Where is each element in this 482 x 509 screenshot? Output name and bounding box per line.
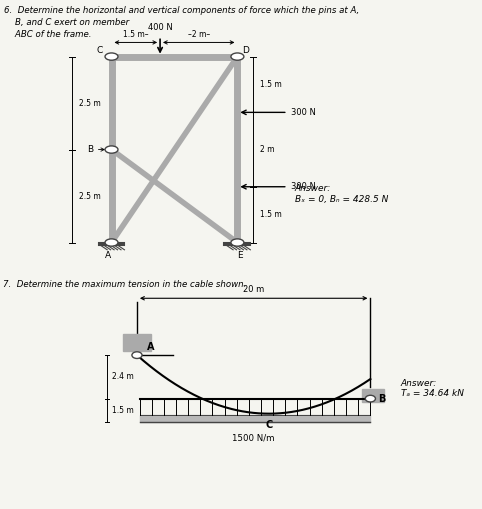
Text: 400 N: 400 N <box>147 23 173 33</box>
Circle shape <box>365 395 375 402</box>
Text: A: A <box>147 342 155 352</box>
Text: 20 m: 20 m <box>243 285 264 294</box>
Text: B, and C exert on member: B, and C exert on member <box>3 18 129 27</box>
Text: 2.4 m: 2.4 m <box>112 373 134 381</box>
Text: 1.5 m: 1.5 m <box>260 210 282 219</box>
Circle shape <box>105 239 118 246</box>
Text: 1.5 m–: 1.5 m– <box>123 30 148 39</box>
Text: A: A <box>105 251 111 261</box>
Text: 300 N: 300 N <box>291 108 316 117</box>
Circle shape <box>105 53 118 60</box>
Circle shape <box>231 53 244 60</box>
Text: 6.  Determine the horizontal and vertical components of force which the pins at : 6. Determine the horizontal and vertical… <box>3 6 359 15</box>
Text: 1.5 m: 1.5 m <box>260 80 282 89</box>
Text: 2.5 m: 2.5 m <box>79 99 101 107</box>
Text: D: D <box>241 46 249 54</box>
Bar <box>123 334 151 351</box>
Circle shape <box>105 146 118 153</box>
Text: 1.5 m: 1.5 m <box>112 406 134 415</box>
Bar <box>362 389 384 402</box>
Text: 2.5 m: 2.5 m <box>79 191 101 201</box>
Bar <box>139 415 370 422</box>
Circle shape <box>231 239 244 246</box>
Text: –2 m–: –2 m– <box>187 30 210 39</box>
Circle shape <box>132 352 142 358</box>
Text: B: B <box>87 145 94 154</box>
Text: 1500 N/m: 1500 N/m <box>232 434 275 443</box>
Text: 7.  Determine the maximum tension in the cable shown.: 7. Determine the maximum tension in the … <box>2 280 246 289</box>
Text: C: C <box>96 46 103 54</box>
Text: Answer:
Bₓ = 0, Bₙ = 428.5 N: Answer: Bₓ = 0, Bₙ = 428.5 N <box>295 184 388 204</box>
Text: C: C <box>265 420 272 430</box>
Text: ABC of the frame.: ABC of the frame. <box>3 31 91 39</box>
Text: B: B <box>378 393 386 404</box>
Text: E: E <box>238 251 243 261</box>
Text: 2 m: 2 m <box>260 145 275 154</box>
Text: 300 N: 300 N <box>291 182 316 191</box>
Text: Answer:
Tₐ = 34.64 kN: Answer: Tₐ = 34.64 kN <box>401 379 464 398</box>
